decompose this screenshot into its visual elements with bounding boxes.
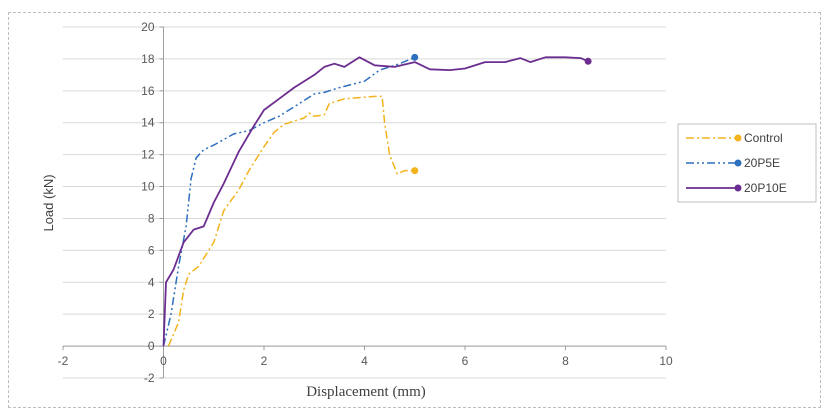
y-tick-labels: -2 0 2 4 6 8 10 12 14 16 18 20 [141,20,164,385]
y-tick-label: 12 [141,148,155,162]
legend-box [677,123,817,203]
series-20p10e [162,56,592,347]
y-tick-label: 8 [148,211,155,225]
series-end-marker-20p5e [411,53,419,61]
legend-items: Control 20P5E 20P10E [686,131,787,195]
legend-swatch-marker [734,184,742,192]
x-axis-title: Displacement (mm) [306,384,426,400]
legend-swatch-marker [734,134,742,142]
y-tick-label: 6 [148,243,155,257]
x-tick-label: 8 [562,354,569,368]
grid-lines [63,26,666,379]
y-axis-title: Load (kN) [41,174,56,231]
x-tick-label: -2 [58,354,69,368]
x-tick-label: 10 [659,354,673,368]
series-end-marker-control [411,167,419,175]
axes [63,27,666,378]
legend-label: 20P10E [744,181,787,195]
legend-swatch-marker [734,159,742,167]
legend-label: 20P5E [744,156,780,170]
y-tick-label: 0 [148,339,155,353]
series-control [167,95,419,347]
y-tick-label: 20 [141,20,155,34]
y-tick-label: 10 [141,180,155,194]
series-line-20p5e [162,56,416,347]
y-tick-label: 16 [141,84,155,98]
chart-area [8,12,821,408]
legend: Control 20P5E 20P10E [677,123,817,203]
legend-item-20p5e: 20P5E [686,156,780,170]
x-tick-label: 4 [361,354,368,368]
series-line-20p10e [162,56,589,347]
x-tick-label: 0 [160,354,167,368]
legend-label: Control [744,131,783,145]
y-tick-label: 18 [141,52,155,66]
series-layer [162,53,592,347]
y-tick-label: -2 [144,371,155,385]
series-end-marker-20p10e [584,57,592,65]
y-tick-label: 14 [141,116,155,130]
x-tick-label: 6 [462,354,469,368]
legend-item-control: Control [686,131,783,145]
x-tick-labels: -2 0 2 4 6 8 10 [58,346,673,368]
x-tick-label: 2 [261,354,268,368]
y-tick-label: 4 [148,275,155,289]
series-20p5e [162,53,419,347]
legend-item-20p10e: 20P10E [686,181,787,195]
series-line-control [167,95,415,347]
y-tick-label: 2 [148,307,155,321]
